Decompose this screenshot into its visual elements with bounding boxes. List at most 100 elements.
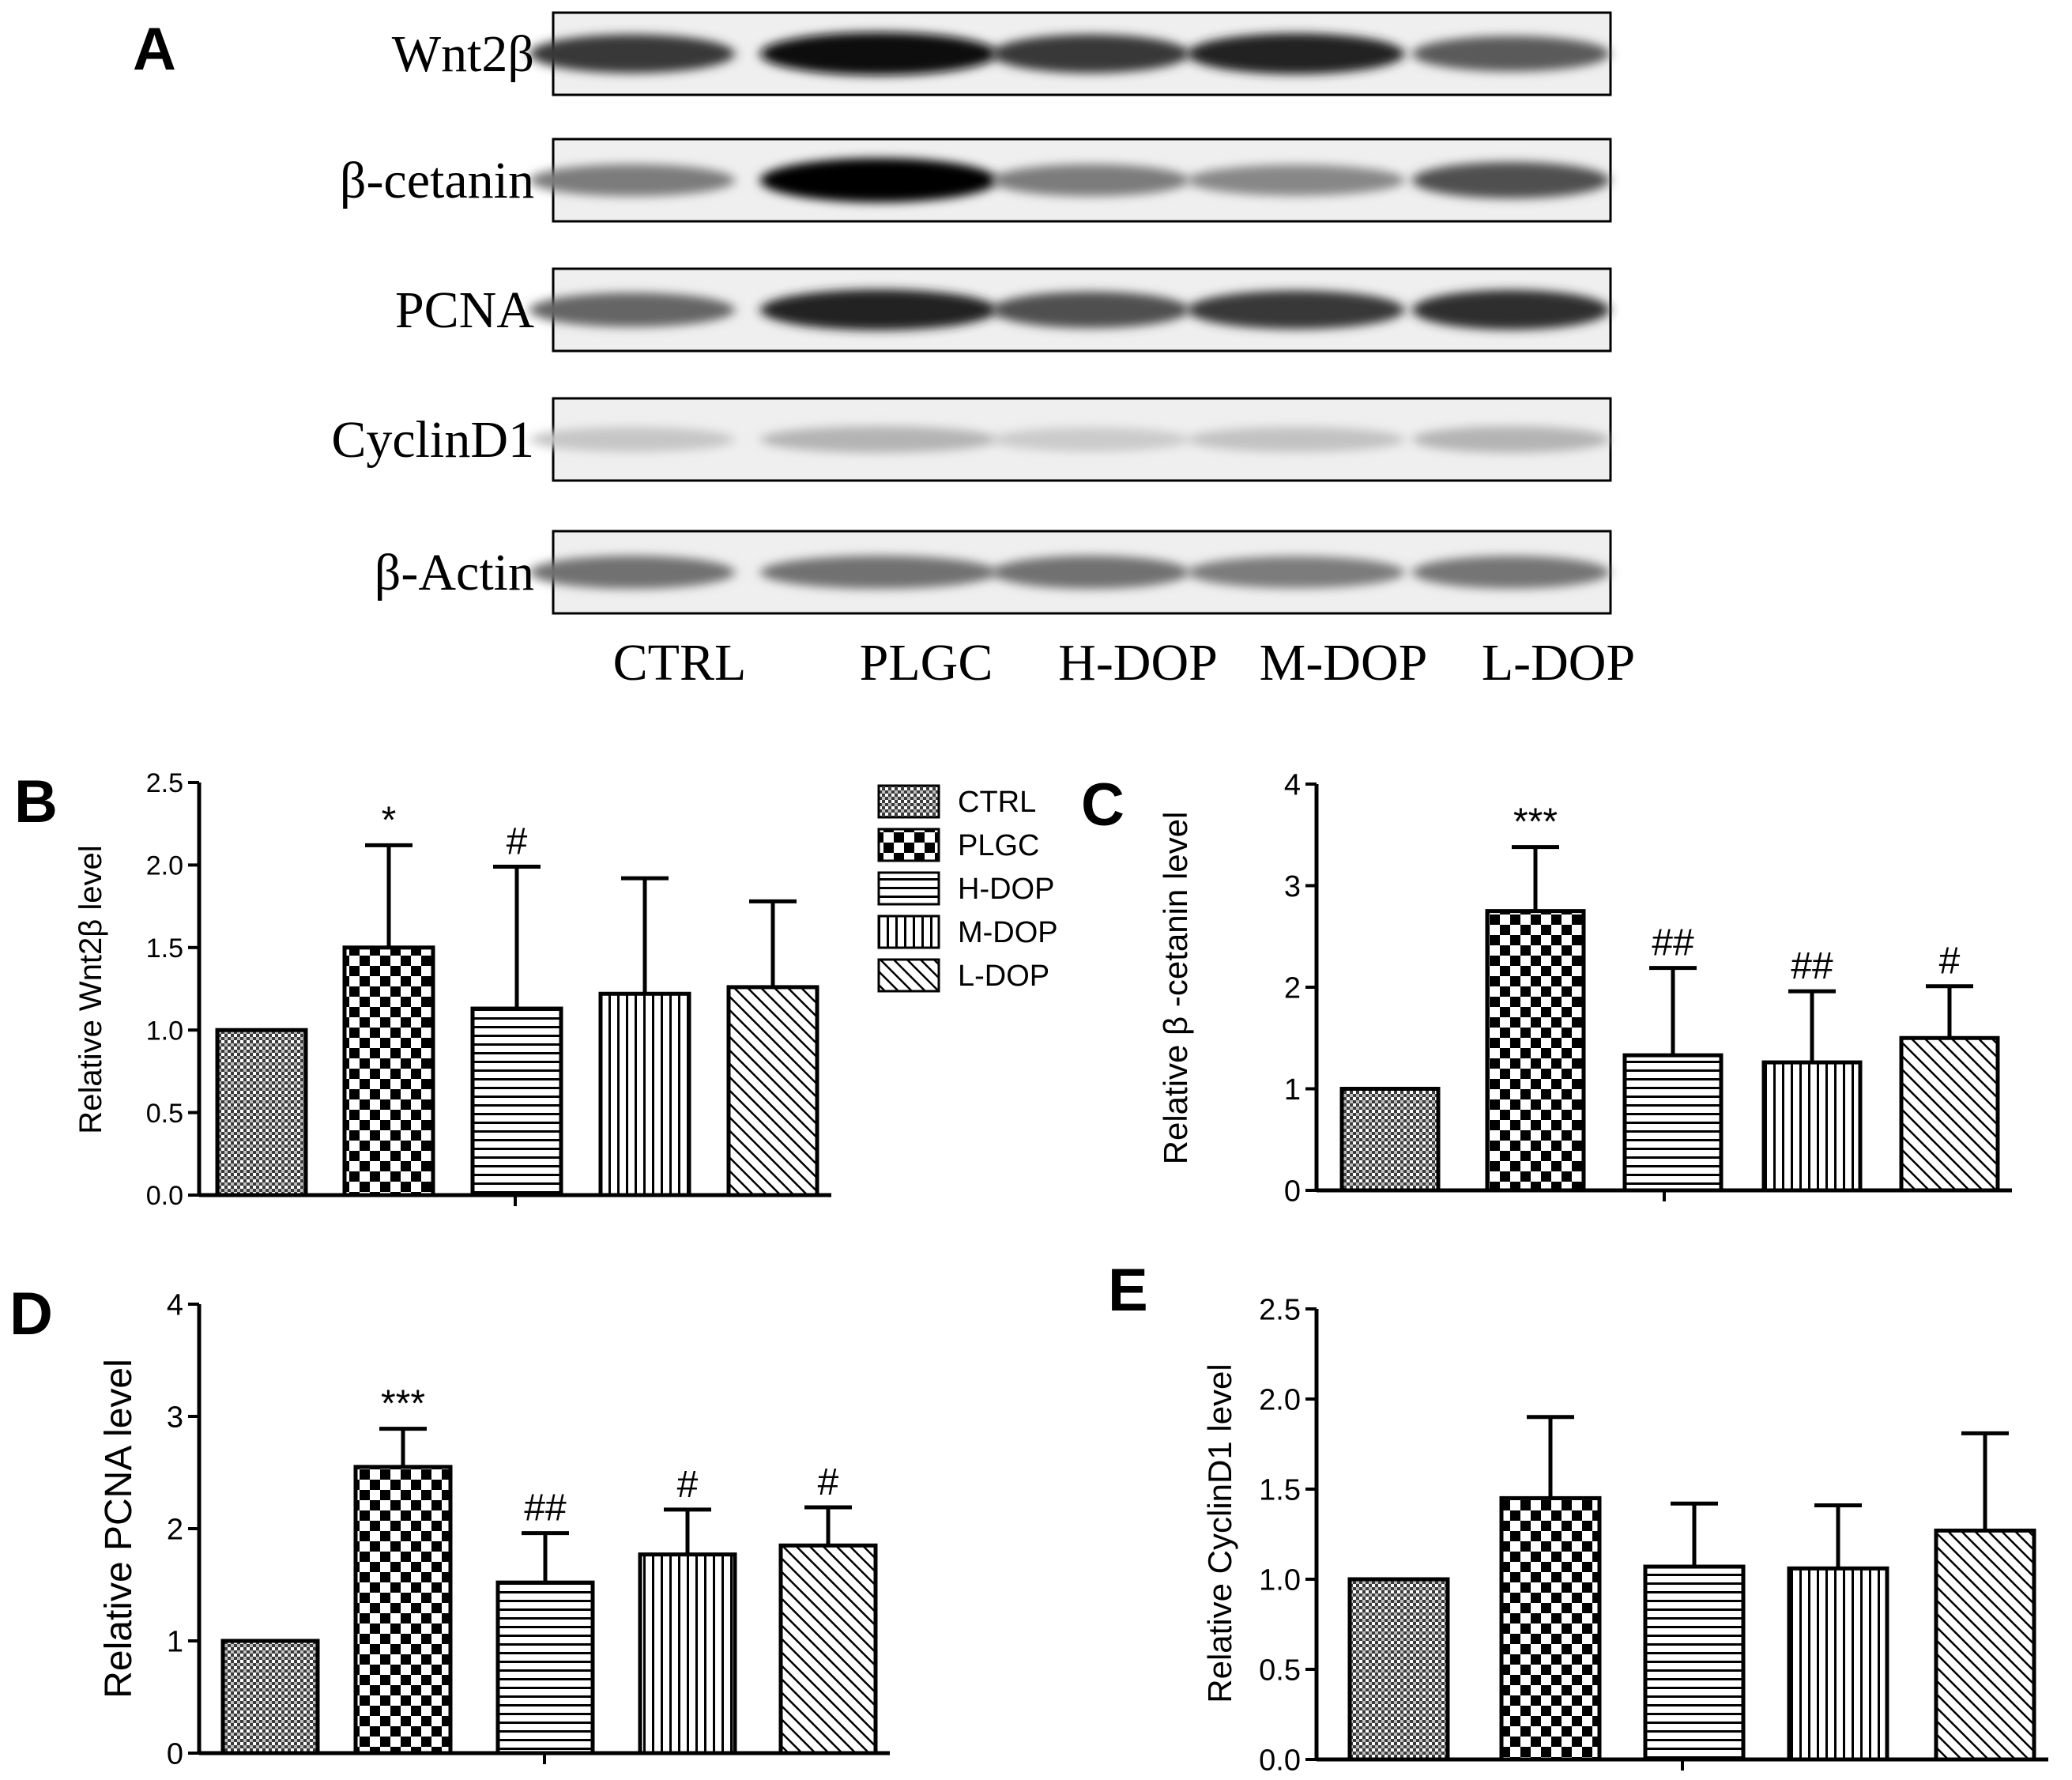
- significance-mark: ***: [381, 1383, 425, 1425]
- legend-label: PLGC: [958, 829, 1039, 862]
- significance-mark: #: [507, 820, 528, 862]
- blot-band: [1412, 36, 1610, 72]
- blot-band: [1187, 33, 1405, 74]
- blot-lane-label: M-DOP: [1260, 634, 1428, 692]
- blot-lane-label: H-DOP: [1058, 634, 1218, 692]
- significance-mark: *: [382, 799, 397, 841]
- y-tick-label: 3: [1284, 870, 1301, 903]
- blot-band: [529, 164, 735, 197]
- blot-band: [529, 427, 735, 452]
- chart-wnt2b: * #0.0 0.5 1.0 1.5 2.0 2.5 Relative Wnt2β level: [73, 768, 831, 1211]
- bar-m-dop: [1787, 1566, 1889, 1762]
- blot-band: [760, 289, 997, 330]
- panel-letter-b: B: [14, 768, 58, 835]
- y-axis-label: Relative PCNA level: [98, 1359, 140, 1699]
- bar-h-dop: [495, 1580, 595, 1755]
- significance-mark: #: [677, 1464, 699, 1506]
- y-tick-label: 1.0: [146, 1016, 183, 1046]
- bar-l-dop: [1934, 1528, 2036, 1762]
- y-tick-label: 0.0: [146, 1181, 183, 1211]
- legend-label: CTRL: [958, 786, 1036, 819]
- blot-band: [760, 426, 997, 453]
- y-tick-label: 0.5: [1259, 1654, 1301, 1688]
- blot-band: [760, 556, 997, 589]
- blot-row-label: β-Actin: [375, 544, 534, 602]
- bar-l-dop: [1899, 1035, 2000, 1193]
- bar-m-dop: [1761, 1060, 1863, 1193]
- blot-band: [992, 556, 1189, 589]
- blot-band: [1412, 426, 1610, 453]
- bar-h-dop: [1643, 1564, 1746, 1762]
- y-tick-label: 2.0: [146, 851, 183, 881]
- blot-band: [1187, 427, 1405, 452]
- blot-band: [760, 32, 997, 76]
- legend-swatch: [877, 828, 940, 862]
- y-tick-label: 4: [167, 1289, 183, 1322]
- bar-h-dop: [1622, 1053, 1724, 1193]
- bar-plgc: [1499, 1495, 1602, 1762]
- bar-h-dop: [470, 1006, 563, 1197]
- blot-band: [1187, 556, 1405, 589]
- blot-band: [1412, 289, 1610, 330]
- y-tick-label: 1: [1284, 1073, 1301, 1107]
- bar-ctrl: [215, 1028, 308, 1197]
- bar-plgc: [342, 945, 435, 1197]
- significance-mark: ##: [1791, 945, 1833, 987]
- blot-lane-label: L-DOP: [1482, 634, 1635, 692]
- legend-label: H-DOP: [958, 873, 1054, 906]
- y-tick-label: 2.5: [146, 768, 183, 798]
- blot-band: [992, 427, 1189, 452]
- legend-swatch: [877, 958, 940, 993]
- legend-label: M-DOP: [958, 916, 1058, 949]
- blot-band: [760, 158, 997, 202]
- bar-plgc: [353, 1465, 453, 1755]
- significance-mark: ##: [1652, 922, 1694, 964]
- legend-swatch: [877, 915, 940, 949]
- y-tick-label: 1: [167, 1626, 183, 1659]
- bar-l-dop: [726, 985, 819, 1197]
- chart-cyclind1: 0.0 0.5 1.0 1.5 2.0 2.5 Relative CyclinD1 leve…: [1201, 1294, 2048, 1778]
- bar-m-dop: [638, 1552, 737, 1755]
- y-tick-label: 2: [1284, 972, 1301, 1005]
- panel-letter-e: E: [1108, 1257, 1148, 1324]
- significance-mark: #: [818, 1461, 839, 1503]
- y-tick-label: 1.5: [1259, 1474, 1301, 1507]
- panel-letter-a: A: [133, 16, 176, 83]
- y-tick-label: 4: [1284, 769, 1301, 802]
- y-axis-label: Relative CyclinD1 level: [1201, 1363, 1238, 1703]
- bar-ctrl: [1339, 1087, 1441, 1193]
- y-tick-label: 0: [1284, 1175, 1301, 1209]
- legend-swatch: [877, 784, 940, 819]
- blot-band: [1412, 161, 1610, 199]
- blot-band: [992, 34, 1189, 74]
- y-tick-label: 1.0: [1259, 1564, 1301, 1597]
- significance-mark: ***: [1513, 801, 1558, 843]
- blot-lane-label: PLGC: [860, 634, 993, 692]
- significance-mark: ##: [524, 1488, 567, 1529]
- blot-row-label: Wnt2β: [392, 25, 534, 83]
- y-axis-label: Relative β -cetanin level: [1157, 812, 1194, 1165]
- blot-band: [1187, 290, 1405, 330]
- y-tick-label: 0.0: [1259, 1744, 1301, 1778]
- bar-ctrl: [1347, 1577, 1450, 1762]
- blot-band: [1187, 164, 1405, 196]
- y-tick-label: 0: [167, 1738, 183, 1771]
- y-tick-label: 0.5: [146, 1099, 183, 1129]
- y-tick-label: 2: [167, 1514, 183, 1547]
- legend: CTRL PLGC H-DOP M-DOP L-DOP: [877, 784, 1058, 993]
- bar-m-dop: [598, 991, 691, 1197]
- y-tick-label: 3: [167, 1401, 183, 1435]
- blot-row-label: PCNA: [395, 281, 534, 339]
- blot-band: [992, 291, 1189, 329]
- legend-label: L-DOP: [958, 960, 1049, 993]
- bar-ctrl: [220, 1639, 320, 1755]
- blot-band: [992, 164, 1189, 197]
- y-tick-label: 2.5: [1259, 1294, 1301, 1327]
- panel-letter-d: D: [9, 1280, 53, 1348]
- western-blot: Wnt2β β-cetanin PCNA CyclinD1 β-Actin CTRL PLG…: [331, 11, 1635, 692]
- legend-swatch: [877, 871, 940, 906]
- bar-l-dop: [778, 1543, 878, 1755]
- blot-band: [1412, 556, 1610, 589]
